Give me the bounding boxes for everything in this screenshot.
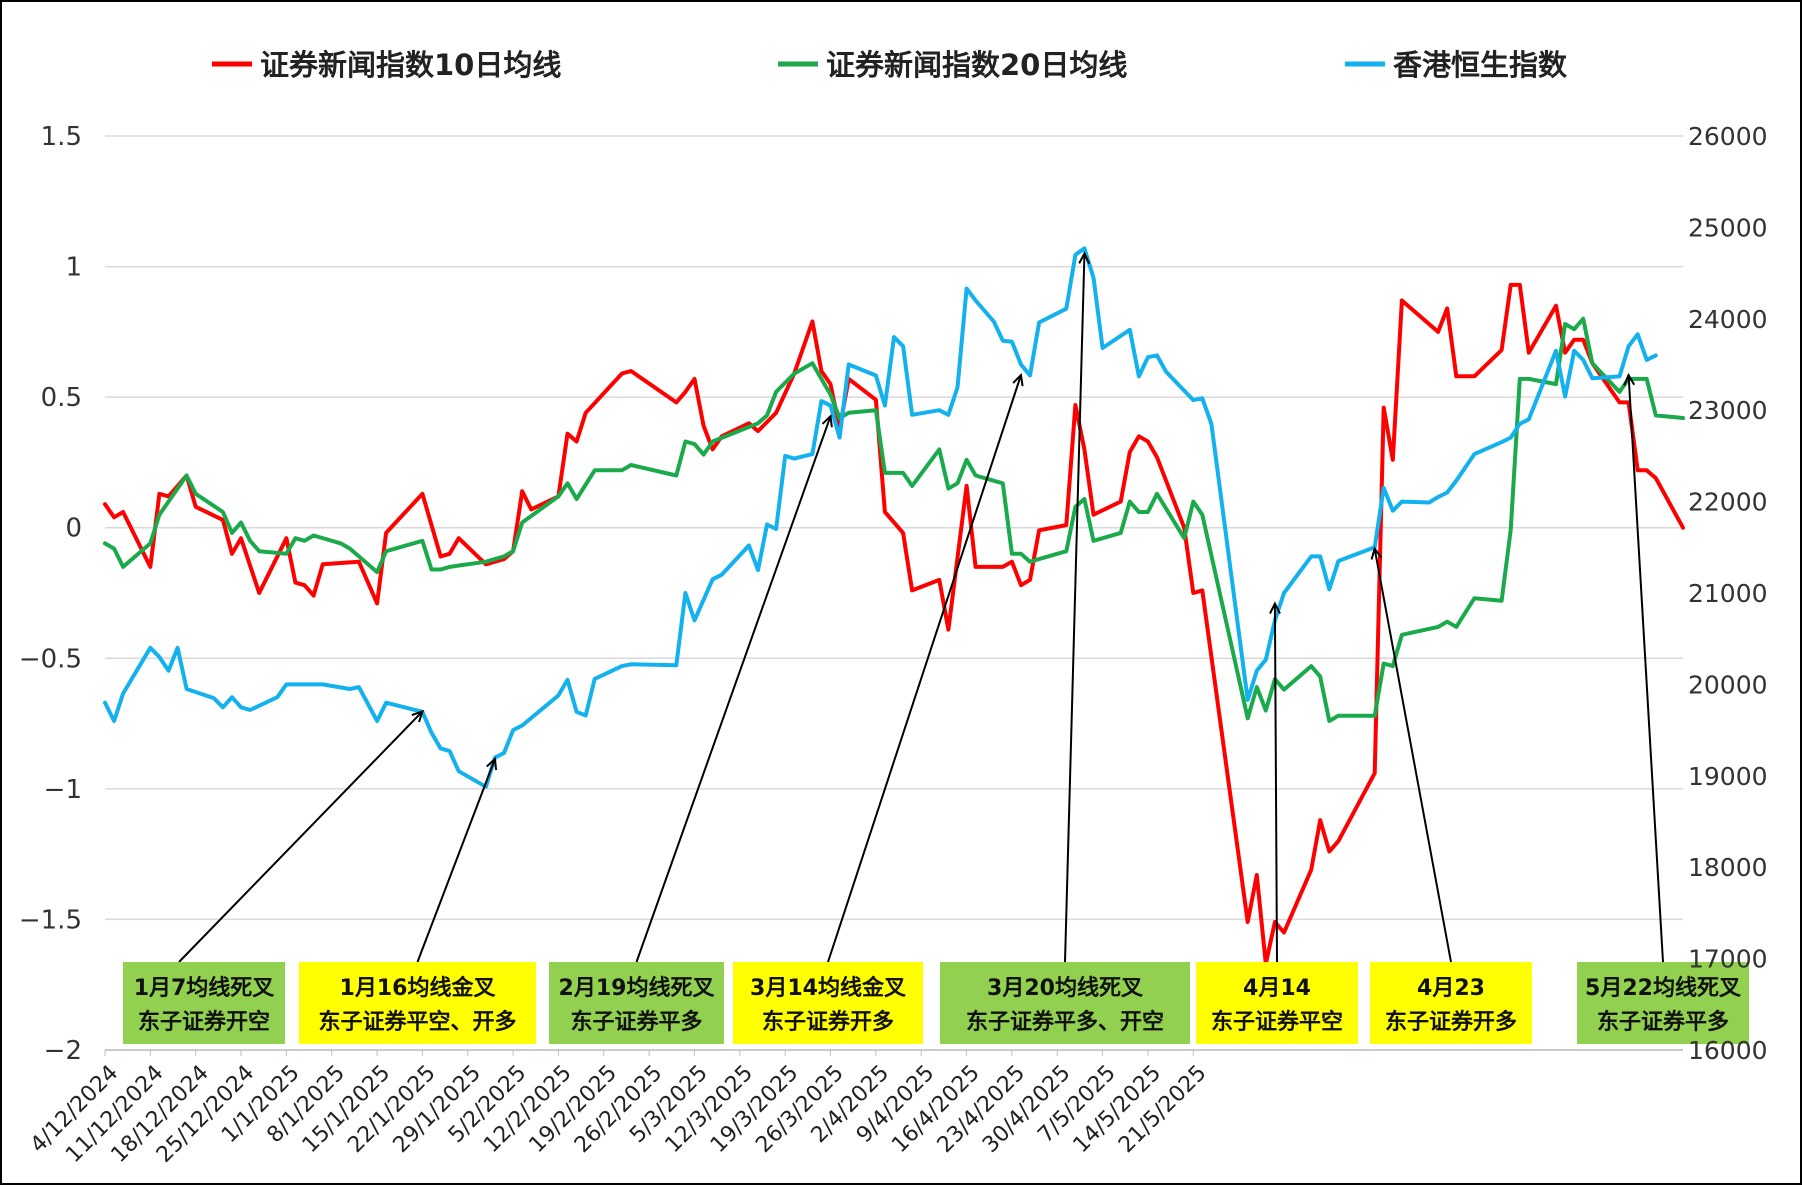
annotation-box xyxy=(1577,962,1749,1044)
annotation-line1: 5月22均线死叉 xyxy=(1585,975,1741,1001)
legend: 证券新闻指数10日均线 证券新闻指数20日均线 香港恒生指数 xyxy=(212,48,1568,82)
y-left-tick-label: 0 xyxy=(65,514,82,544)
y-right-tick-label: 23000 xyxy=(1688,396,1768,425)
annotation-line2: 东子证券开多 xyxy=(1385,1009,1517,1035)
annotation-line1: 4月14 xyxy=(1243,976,1311,1001)
series-layer xyxy=(103,246,1685,966)
y-left-tick-label: −1.5 xyxy=(19,905,82,935)
annotation-line2: 东子证券平多 xyxy=(1597,1009,1729,1035)
y-left-tick-label: −1 xyxy=(44,775,82,805)
y-left-tick-label: 1.5 xyxy=(41,122,82,152)
annotations-layer: 1月7均线死叉东子证券开空1月16均线金叉东子证券平空、开多2月19均线死叉东子… xyxy=(123,962,1749,1044)
legend-label: 证券新闻指数10日均线 xyxy=(260,48,561,82)
y-left-tick-label: 0.5 xyxy=(41,383,82,413)
y-right-tick-label: 20000 xyxy=(1688,670,1768,699)
annotation-line2: 东子证券平多、开空 xyxy=(966,1009,1164,1035)
annotation-line2: 东子证券开多 xyxy=(762,1009,894,1035)
annotation-box xyxy=(549,962,724,1044)
y-right-tick-label: 18000 xyxy=(1688,853,1768,882)
annotation-box xyxy=(299,962,536,1044)
annotation-box xyxy=(123,962,285,1044)
y-right-tick-label: 21000 xyxy=(1688,579,1768,608)
y-left-tick-label: −0.5 xyxy=(19,644,82,674)
legend-label: 证券新闻指数20日均线 xyxy=(826,48,1127,82)
annotation-line1: 1月16均线金叉 xyxy=(340,975,496,1001)
annotation-line1: 4月23 xyxy=(1417,976,1485,1001)
annotation-line1: 1月7均线死叉 xyxy=(134,975,275,1001)
arrows-layer xyxy=(178,251,1664,963)
annotation-line1: 3月14均线金叉 xyxy=(750,975,906,1001)
annotation-arrow xyxy=(635,414,833,963)
y-right-tick-label: 16000 xyxy=(1688,1036,1768,1065)
y-right-tick-label: 25000 xyxy=(1688,213,1768,242)
annotation-arrow xyxy=(827,372,1024,963)
y-left-tick-label: 1 xyxy=(65,253,82,283)
annotation-arrow xyxy=(1370,546,1452,963)
y-right-tick-label: 22000 xyxy=(1688,488,1768,517)
annotation-box xyxy=(1196,962,1358,1044)
series-line-3 xyxy=(103,246,1658,789)
y-right-tick-label: 24000 xyxy=(1688,305,1768,334)
annotation-line2: 东子证券平多 xyxy=(570,1009,702,1035)
annotation-arrow xyxy=(1064,251,1091,963)
annotation-line2: 东子证券开空 xyxy=(138,1009,270,1035)
annotation-box xyxy=(1370,962,1532,1044)
legend-label: 香港恒生指数 xyxy=(1393,48,1568,82)
y-left-tick-label: −2 xyxy=(44,1036,82,1066)
annotation-arrow xyxy=(1269,601,1281,963)
y-right-tick-label: 17000 xyxy=(1688,945,1768,974)
annotation-arrow xyxy=(416,756,498,963)
annotation-arrow xyxy=(178,709,424,963)
annotation-line1: 2月19均线死叉 xyxy=(559,975,715,1001)
annotation-box xyxy=(940,962,1190,1044)
series-line-1 xyxy=(103,282,1685,966)
annotation-box xyxy=(733,962,923,1044)
y-right-tick-label: 26000 xyxy=(1688,122,1768,151)
y-right-tick-label: 19000 xyxy=(1688,762,1768,791)
annotation-line2: 东子证券平空 xyxy=(1211,1009,1343,1035)
series-line-2 xyxy=(103,316,1685,723)
annotation-line2: 东子证券平空、开多 xyxy=(318,1009,516,1035)
annotation-arrow xyxy=(1623,372,1664,963)
annotation-line1: 3月20均线死叉 xyxy=(987,975,1143,1001)
